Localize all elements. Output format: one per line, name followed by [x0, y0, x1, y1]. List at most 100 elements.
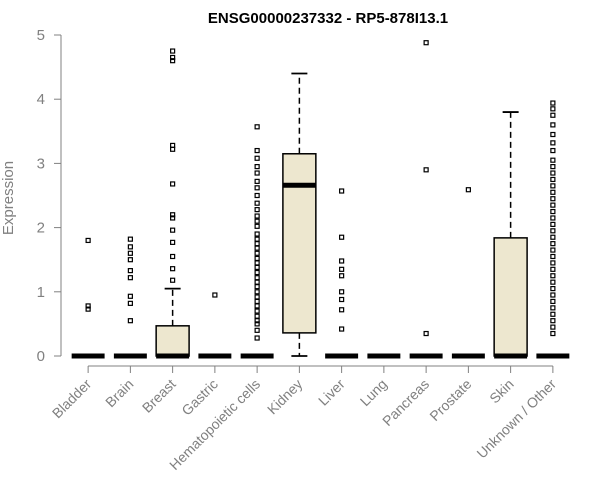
- outlier-point: [170, 48, 176, 54]
- outlier-point: [254, 321, 260, 327]
- outlier-point: [550, 189, 556, 195]
- outlier-point: [170, 266, 176, 272]
- box-group: [155, 48, 190, 359]
- outlier-point: [254, 279, 260, 285]
- outlier-point: [550, 311, 556, 317]
- outlier-point: [127, 250, 133, 256]
- outlier-point: [170, 253, 176, 260]
- outlier-point: [254, 124, 260, 130]
- outlier-point: [127, 275, 133, 281]
- outlier-point: [550, 318, 556, 324]
- outlier-point: [254, 284, 260, 290]
- outlier-point: [254, 223, 260, 229]
- outlier-point: [550, 241, 556, 247]
- outlier-point: [254, 192, 260, 199]
- box-body: [493, 237, 528, 357]
- outlier-point: [550, 183, 556, 189]
- outlier-point: [254, 289, 260, 295]
- outlier-point: [550, 324, 556, 330]
- x-tick-label: Lung: [357, 376, 390, 409]
- x-tick-label: Liver: [315, 376, 348, 409]
- outlier-point: [127, 268, 133, 274]
- outlier-point: [465, 187, 471, 193]
- outlier-point: [550, 279, 556, 285]
- x-tick-label: Prostate: [426, 376, 474, 424]
- box-group: [493, 111, 528, 359]
- plot-area: [71, 40, 570, 359]
- outlier-point: [170, 142, 176, 149]
- outlier-point: [254, 218, 260, 224]
- outlier-point: [423, 40, 429, 46]
- outlier-point: [254, 207, 260, 213]
- outlier-point: [550, 170, 556, 176]
- outlier-point: [550, 164, 556, 170]
- box-group: [451, 187, 485, 359]
- x-tick-label: Skin: [486, 376, 517, 407]
- outlier-point: [254, 200, 260, 206]
- outlier-point: [339, 326, 345, 332]
- outlier-point: [254, 275, 260, 281]
- outlier-point: [254, 236, 260, 242]
- outlier-point: [254, 178, 260, 184]
- outlier-point: [423, 167, 429, 173]
- outlier-point: [254, 250, 260, 256]
- outlier-point: [339, 296, 345, 303]
- outlier-point: [254, 303, 260, 309]
- outlier-point: [550, 147, 556, 154]
- outlier-point: [550, 247, 556, 253]
- outlier-point: [127, 244, 133, 250]
- outlier-point: [423, 330, 429, 337]
- box-group: [282, 72, 317, 357]
- outlier-point: [254, 335, 260, 341]
- outlier-point: [254, 245, 260, 251]
- outlier-point: [127, 293, 133, 299]
- outlier-point: [254, 269, 260, 276]
- outlier-point: [170, 58, 176, 64]
- outlier-point: [339, 289, 345, 295]
- y-tick-label: 1: [37, 284, 45, 301]
- outlier-point: [254, 155, 260, 161]
- box-group: [240, 124, 274, 359]
- box-group: [198, 292, 232, 359]
- outlier-point: [339, 258, 345, 264]
- box-group: [325, 188, 359, 359]
- outlier-point: [127, 300, 133, 306]
- outlier-point: [254, 185, 260, 191]
- outlier-point: [339, 307, 345, 313]
- outlier-point: [550, 157, 556, 163]
- outlier-point: [550, 140, 556, 146]
- outlier-point: [170, 181, 176, 187]
- outlier-point: [170, 227, 176, 233]
- outlier-point: [85, 306, 91, 312]
- outlier-point: [550, 330, 556, 337]
- outlier-point: [550, 292, 556, 298]
- chart-title: ENSG00000237332 - RP5-878I13.1: [208, 10, 448, 27]
- outlier-point: [254, 298, 260, 305]
- x-tick-label: Kidney: [264, 376, 306, 418]
- y-axis: 0 1 2 3 4 5: [37, 27, 62, 365]
- outlier-point: [170, 54, 176, 61]
- outlier-point: [550, 253, 556, 260]
- box-group: [71, 237, 105, 359]
- outlier-point: [254, 313, 260, 319]
- outlier-point: [170, 215, 176, 221]
- box-group: [536, 100, 570, 359]
- box-body: [282, 153, 317, 334]
- outlier-point: [550, 202, 556, 208]
- outlier-point: [254, 241, 260, 247]
- x-tick-label: Bladder: [49, 376, 95, 422]
- outlier-point: [550, 266, 556, 272]
- outlier-point: [550, 176, 556, 183]
- outlier-point: [550, 273, 556, 279]
- outlier-point: [550, 234, 556, 240]
- outlier-point: [127, 236, 133, 242]
- outlier-point: [254, 264, 260, 271]
- x-tick-label: Brain: [102, 376, 136, 410]
- outlier-point: [339, 273, 345, 279]
- outlier-point: [550, 112, 556, 118]
- outlier-point: [550, 298, 556, 305]
- outlier-point: [550, 208, 556, 215]
- box-group: [409, 40, 443, 359]
